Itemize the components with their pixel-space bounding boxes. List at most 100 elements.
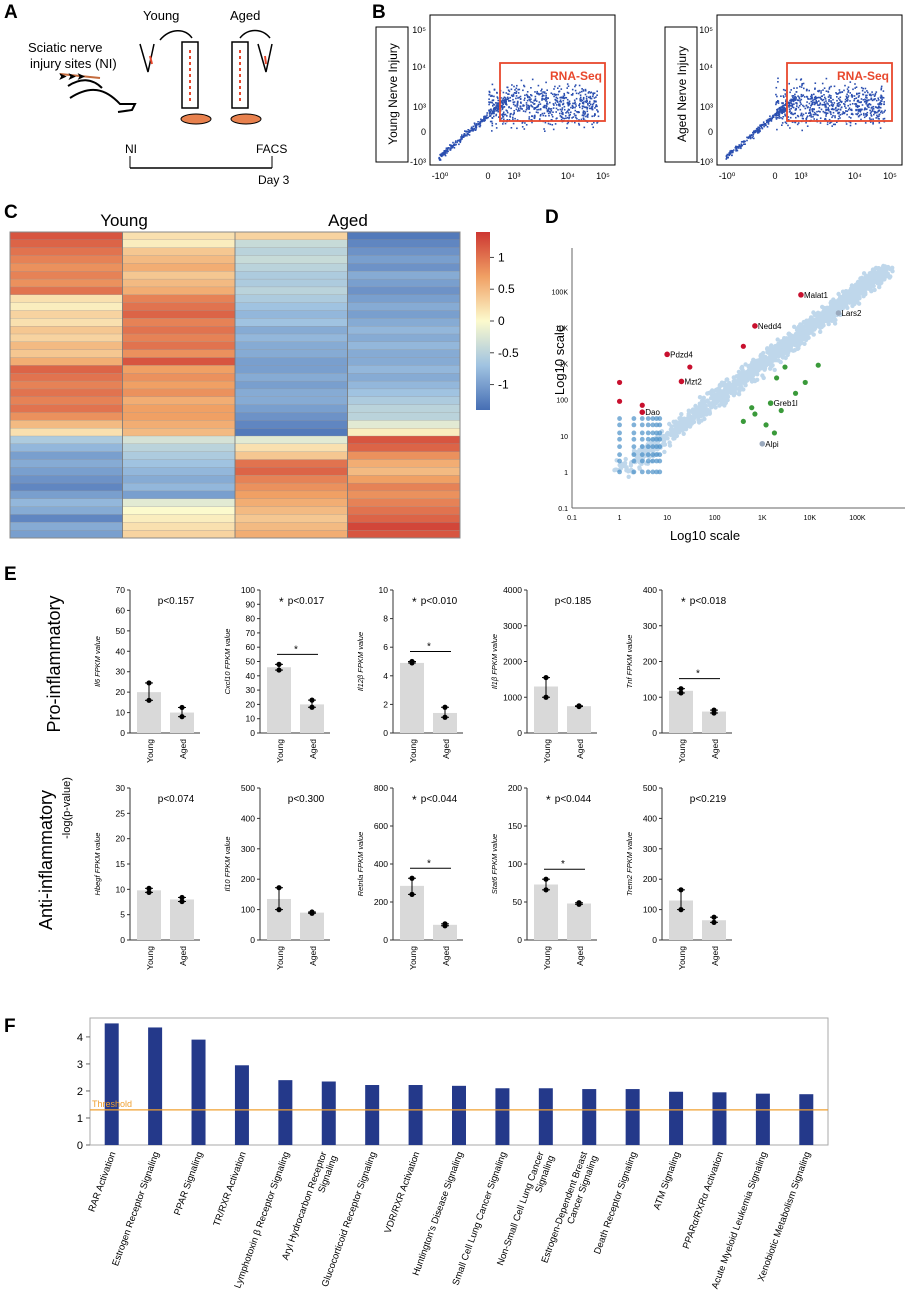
scatter-gene-dot <box>800 330 806 335</box>
facs-event-dot <box>781 124 783 126</box>
heatmap-cell <box>234 255 348 264</box>
scatter-gene-dot <box>827 317 832 322</box>
heatmap-cell <box>122 380 236 390</box>
scatter-gene-dot <box>816 320 821 325</box>
replicate-point <box>179 898 185 905</box>
scatter-gene-dot <box>789 339 794 344</box>
heatmap-cell <box>9 263 123 272</box>
scatter-gene-dot <box>691 408 696 413</box>
scatter-gene-dot <box>721 395 726 400</box>
facs-event-dot <box>574 101 576 103</box>
facs-event-dot <box>547 109 550 111</box>
scatter-gene-dot <box>841 302 846 308</box>
scatter-gene-dot <box>829 303 834 308</box>
scatter-gene-dot <box>732 378 738 383</box>
labeled-gene-dot <box>759 440 766 447</box>
scatter-gene-dot <box>855 292 860 297</box>
scatter-gene-dot <box>836 302 842 307</box>
facs-event-dot <box>575 92 578 95</box>
scatter-gene-dot <box>841 302 846 307</box>
scatter-gene-dot <box>816 314 821 320</box>
scatter-gene-dot <box>805 330 810 336</box>
facs-event-dot <box>559 100 561 103</box>
facs-event-dot <box>520 107 522 110</box>
scatter-gene-dot <box>809 321 815 327</box>
facs-event-dot <box>872 123 874 125</box>
scatter-gene-dot <box>783 350 788 356</box>
heatmap-cell <box>234 341 348 351</box>
facs-event-dot <box>534 98 537 100</box>
facs-event-dot <box>769 115 771 117</box>
scatter-gene-dot <box>672 428 677 433</box>
scatter-gene-dot <box>771 357 777 362</box>
facs-event-dot <box>527 106 530 109</box>
facs-event-dot <box>578 104 580 107</box>
scatter-gene-dot <box>849 298 855 303</box>
scatter-gene-dot <box>877 268 883 274</box>
scatter-gene-dot <box>849 295 854 300</box>
facs-event-dot <box>828 99 830 101</box>
scatter-gene-dot <box>763 354 768 360</box>
scatter-gene-dot <box>799 340 804 346</box>
facs-event-dot <box>521 121 524 124</box>
facs-event-dot <box>839 96 842 99</box>
facs-event-dot <box>517 97 519 99</box>
scatter-gene-dot <box>854 290 859 296</box>
scatter-gene-dot <box>820 304 825 310</box>
scatter-gene-dot <box>869 278 874 283</box>
scatter-gene-dot <box>848 292 853 298</box>
facs-event-dot <box>790 101 792 103</box>
facs-event-dot <box>788 82 790 85</box>
heatmap-cell <box>234 373 348 382</box>
scatter-gene-dot <box>622 461 627 467</box>
facs-event-dot <box>587 102 589 105</box>
facs-event-dot <box>533 99 535 102</box>
heatmap-cell <box>347 388 461 398</box>
facs-event-dot <box>546 101 548 103</box>
young-y-tick: 10⁴ <box>412 62 426 72</box>
scatter-lowcount-dot <box>631 469 637 475</box>
facs-event-dot <box>863 108 866 111</box>
scatter-gene-dot <box>818 319 823 324</box>
bar-chart-tick-label: 300 <box>241 844 255 854</box>
heatmap-cell <box>234 475 348 484</box>
scatter-gene-dot <box>628 463 634 468</box>
facs-event-dot <box>503 113 506 116</box>
facs-event-dot <box>502 111 505 114</box>
scatter-gene-dot <box>872 287 877 293</box>
scatter-gene-dot <box>662 442 668 447</box>
facs-event-dot <box>777 77 779 80</box>
scatter-gene-dot <box>837 305 842 310</box>
facs-event-dot <box>517 110 519 112</box>
scatter-gene-dot <box>810 324 816 330</box>
scatter-gene-dot <box>862 284 868 289</box>
facs-event-dot <box>452 146 454 148</box>
facs-event-dot <box>558 90 561 93</box>
scatter-gene-dot <box>678 427 683 433</box>
scatter-gene-dot <box>793 343 798 348</box>
heatmap-cell <box>9 271 123 280</box>
scatter-gene-dot <box>737 376 742 381</box>
scatter-gene-dot <box>770 354 776 359</box>
scatter-gene-dot <box>804 328 810 333</box>
scatter-gene-dot <box>872 272 877 278</box>
facs-event-dot <box>539 114 542 116</box>
scatter-gene-dot <box>756 368 761 373</box>
scatter-lowcount-dot <box>639 452 645 458</box>
scatter-gene-dot <box>722 387 728 393</box>
scatter-gene-dot <box>847 299 853 304</box>
facs-event-dot <box>563 96 565 99</box>
heatmap-cell <box>234 514 348 523</box>
scatter-x-tick: 100K <box>849 515 866 522</box>
scatter-gene-dot <box>688 416 693 421</box>
bar-chart-tick-label: 200 <box>374 897 388 907</box>
heatmap-cell <box>9 435 123 445</box>
scatter-gene-dot <box>726 388 731 393</box>
facs-event-dot <box>766 126 769 128</box>
facs-event-dot <box>559 103 561 106</box>
facs-event-dot <box>480 119 483 121</box>
scatter-gene-dot <box>769 364 774 369</box>
bar-chart-tick-label: 400 <box>643 585 657 595</box>
facs-event-dot <box>734 146 737 149</box>
facs-event-dot <box>492 108 495 111</box>
